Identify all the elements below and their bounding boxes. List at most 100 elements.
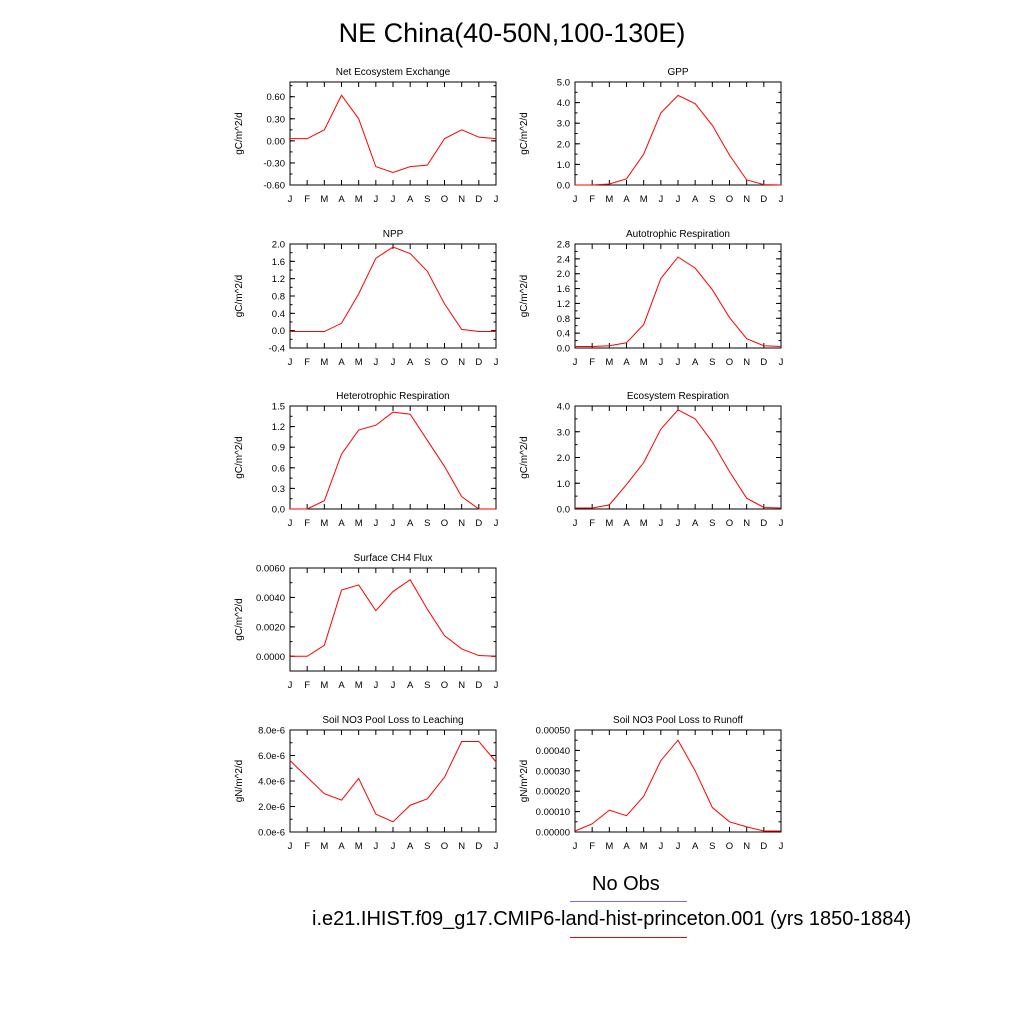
y-tick-label: 0.0 <box>557 505 570 516</box>
series-line <box>290 579 497 657</box>
y-axis-label: gC/m^2/d <box>234 112 245 155</box>
x-tick-label: M <box>320 680 328 691</box>
x-tick-label: M <box>640 841 648 852</box>
chart-title: Soil NO3 Pool Loss to Leaching <box>322 715 463 726</box>
y-tick-label: 2.0 <box>557 269 570 280</box>
legend-obs-line <box>570 901 687 902</box>
x-tick-label: N <box>458 841 465 852</box>
y-tick-label: 1.0 <box>557 479 570 490</box>
x-tick-label: O <box>441 194 448 205</box>
y-tick-label: 4.0e-6 <box>258 777 285 788</box>
y-axis-label: gC/m^2/d <box>519 275 530 318</box>
x-tick-label: A <box>623 357 630 368</box>
x-tick-label: J <box>658 357 663 368</box>
chart-title: Heterotrophic Respiration <box>336 391 449 402</box>
x-tick-label: N <box>458 194 465 205</box>
y-tick-label: 2.0e-6 <box>258 802 285 813</box>
y-tick-label: 1.0 <box>557 160 570 171</box>
y-tick-label: 0.4 <box>272 309 285 320</box>
x-tick-label: J <box>391 680 396 691</box>
y-tick-label: 0.00040 <box>536 746 570 757</box>
y-tick-label: 0.3 <box>272 484 285 495</box>
y-tick-label: 0.00 <box>267 136 286 147</box>
x-tick-label: M <box>355 357 363 368</box>
x-tick-label: F <box>304 841 310 852</box>
y-tick-label: 0.0 <box>557 181 570 192</box>
x-tick-label: J <box>573 194 578 205</box>
x-tick-label: A <box>407 841 414 852</box>
y-tick-label: 5.0 <box>557 78 570 89</box>
x-tick-label: F <box>589 518 595 529</box>
y-tick-label: 3.0 <box>557 119 570 130</box>
y-tick-label: 0.00010 <box>536 807 570 818</box>
x-tick-label: J <box>779 194 784 205</box>
x-tick-label: J <box>676 194 681 205</box>
x-tick-label: N <box>458 518 465 529</box>
chart-title: Surface CH4 Flux <box>354 553 433 564</box>
y-tick-label: 0.8 <box>557 314 570 325</box>
x-tick-label: J <box>288 841 293 852</box>
x-tick-label: O <box>726 518 733 529</box>
x-tick-label: D <box>760 841 767 852</box>
x-tick-label: N <box>458 680 465 691</box>
y-tick-label: 0.00020 <box>536 787 570 798</box>
x-tick-label: F <box>589 357 595 368</box>
x-tick-label: J <box>573 357 578 368</box>
x-tick-label: J <box>373 194 378 205</box>
x-tick-label: S <box>424 194 430 205</box>
y-tick-label: 1.2 <box>272 274 285 285</box>
x-tick-label: J <box>494 841 499 852</box>
series-line <box>575 409 782 509</box>
x-tick-label: A <box>338 518 345 529</box>
x-tick-label: J <box>658 841 663 852</box>
x-tick-label: D <box>475 194 482 205</box>
y-tick-label: 0.0 <box>272 505 285 516</box>
x-tick-label: M <box>640 518 648 529</box>
x-tick-label: M <box>605 841 613 852</box>
chart-title: NPP <box>383 229 404 240</box>
y-tick-label: 2.4 <box>557 254 570 265</box>
y-tick-label: 1.6 <box>272 257 285 268</box>
x-tick-label: F <box>304 357 310 368</box>
x-tick-label: S <box>709 194 715 205</box>
y-tick-label: 2.0 <box>557 453 570 464</box>
x-tick-label: A <box>338 841 345 852</box>
y-tick-label: -0.4 <box>269 344 285 355</box>
series-line <box>290 94 497 174</box>
x-tick-label: S <box>709 841 715 852</box>
series-line <box>574 739 781 832</box>
x-tick-label: M <box>355 841 363 852</box>
x-tick-label: O <box>726 357 733 368</box>
x-tick-label: D <box>760 518 767 529</box>
x-tick-label: N <box>743 194 750 205</box>
x-tick-label: O <box>726 841 733 852</box>
x-tick-label: M <box>605 194 613 205</box>
x-tick-label: J <box>658 518 663 529</box>
series-line <box>575 256 782 348</box>
x-tick-label: J <box>494 518 499 529</box>
x-tick-label: O <box>441 680 448 691</box>
x-tick-label: J <box>779 518 784 529</box>
x-tick-label: J <box>391 194 396 205</box>
y-tick-label: 0.0 <box>272 326 285 337</box>
series-line <box>289 740 497 823</box>
legend-model-label: i.e21.IHIST.f09_g17.CMIP6-land-hist-prin… <box>312 908 912 930</box>
x-tick-label: J <box>373 680 378 691</box>
x-tick-label: A <box>338 357 345 368</box>
x-tick-label: F <box>589 841 595 852</box>
x-tick-label: A <box>692 518 699 529</box>
x-tick-label: M <box>605 518 613 529</box>
x-tick-label: J <box>676 518 681 529</box>
x-tick-label: O <box>441 841 448 852</box>
y-tick-label: 0.0 <box>557 344 570 355</box>
y-axis-label: gC/m^2/d <box>519 436 530 479</box>
y-tick-label: 0.00050 <box>536 726 570 737</box>
x-tick-label: S <box>424 841 430 852</box>
series-line <box>290 411 496 510</box>
x-tick-label: M <box>320 357 328 368</box>
